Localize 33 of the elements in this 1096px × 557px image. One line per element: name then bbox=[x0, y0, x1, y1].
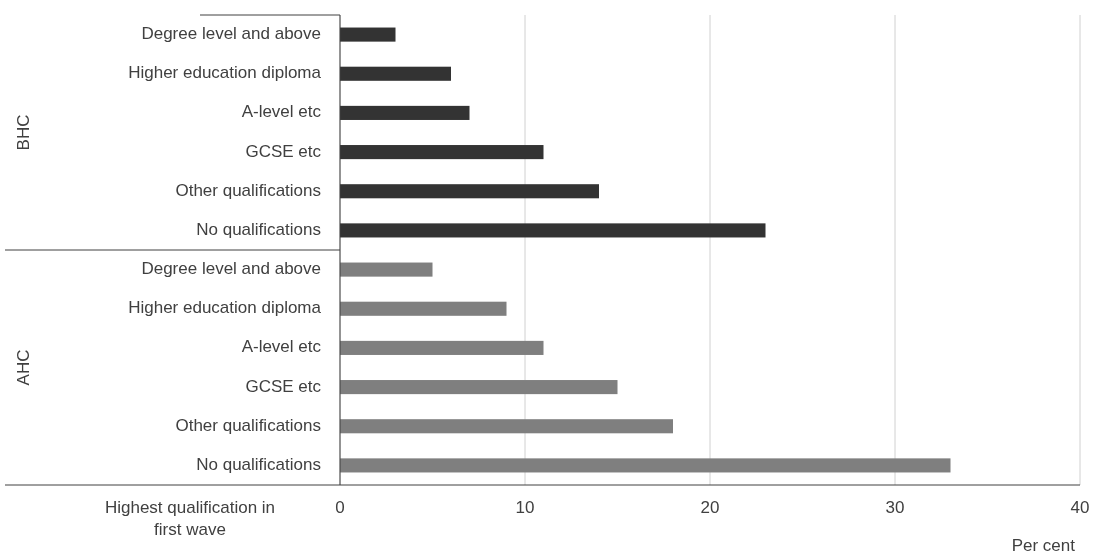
y-tick-label: Other qualifications bbox=[175, 415, 321, 435]
y-tick-label: A-level etc bbox=[241, 102, 322, 122]
x-tick-label: 20 bbox=[700, 498, 720, 518]
y-tick-label: No qualifications bbox=[196, 454, 321, 474]
x-tick-label: 30 bbox=[885, 498, 905, 518]
bar bbox=[340, 458, 951, 473]
bar bbox=[340, 419, 673, 434]
y-tick-label: GCSE etc bbox=[245, 141, 322, 161]
y-tick-label: Degree level and above bbox=[141, 259, 321, 279]
bar bbox=[340, 105, 470, 120]
x-tick-label: 0 bbox=[335, 498, 345, 518]
y-tick-label: GCSE etc bbox=[245, 376, 322, 396]
bar bbox=[340, 66, 451, 81]
y-tick-label: Higher education diploma bbox=[128, 63, 322, 83]
y-tick-label: Other qualifications bbox=[175, 180, 321, 200]
bar bbox=[340, 340, 544, 355]
x-tick-label: 40 bbox=[1070, 498, 1090, 518]
y-tick-label: Degree level and above bbox=[141, 24, 321, 44]
y-axis-title: Highest qualification in first wave bbox=[104, 498, 276, 540]
text: AHC bbox=[14, 349, 34, 386]
x-tick-label: 10 bbox=[515, 498, 535, 518]
bar bbox=[340, 380, 618, 395]
bar bbox=[340, 27, 396, 42]
text: BHC bbox=[14, 114, 34, 151]
y-tick-label: Higher education diploma bbox=[128, 298, 322, 318]
bar bbox=[340, 301, 507, 316]
bar bbox=[340, 145, 544, 160]
y-tick-label: A-level etc bbox=[241, 337, 322, 357]
x-axis-title: Per cent bbox=[1011, 536, 1076, 556]
bar bbox=[340, 223, 766, 238]
y-tick-label: No qualifications bbox=[196, 219, 321, 239]
bar bbox=[340, 184, 599, 199]
bar bbox=[340, 262, 433, 277]
